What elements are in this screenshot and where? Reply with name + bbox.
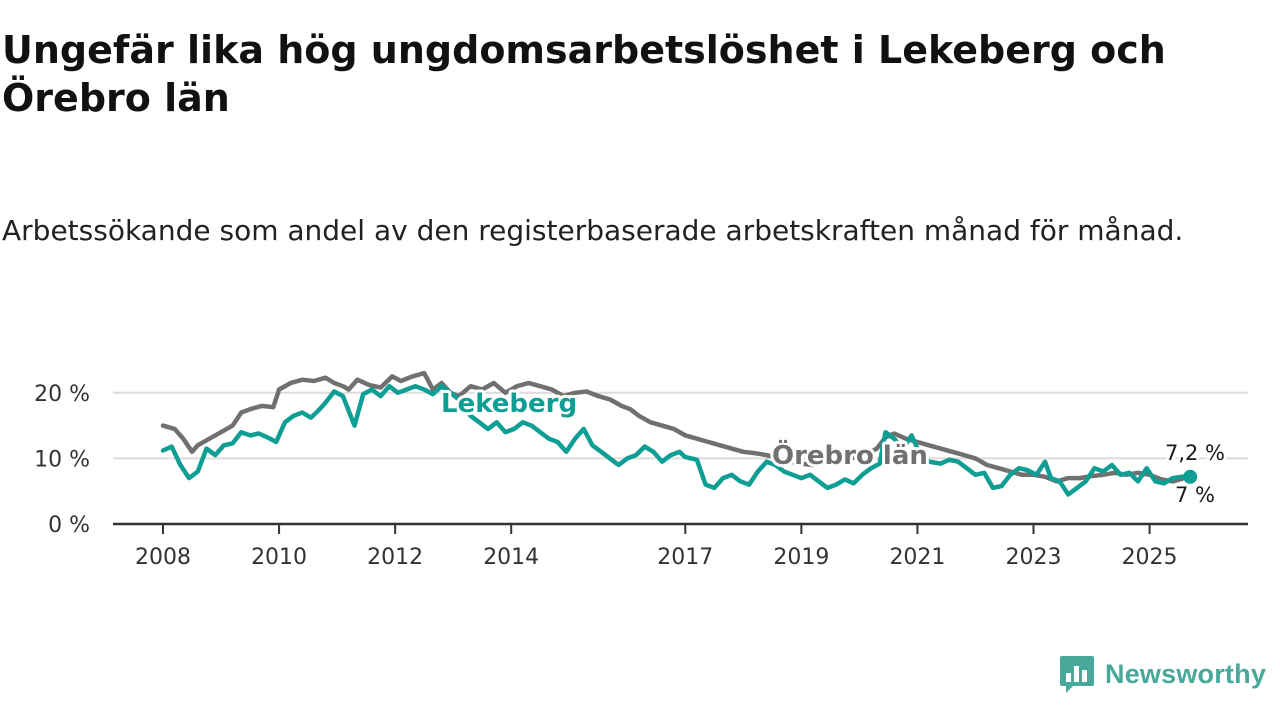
series-line-lekeberg [160, 383, 1193, 497]
x-tick-label: 2014 [483, 545, 539, 570]
x-tick-label: 2017 [657, 545, 713, 570]
series-lines [160, 370, 1198, 497]
y-tick-label: 0 % [48, 513, 90, 538]
x-tick-label: 2010 [251, 545, 307, 570]
grid-lines [113, 391, 1248, 460]
bar-chart-chat-icon [1060, 656, 1094, 693]
end-point-lekeberg [1183, 469, 1198, 484]
x-tick-label: 2008 [135, 545, 191, 570]
x-tick-label: 2019 [773, 545, 829, 570]
x-tick-label: 2023 [1006, 545, 1062, 570]
y-tick-label: 20 % [34, 382, 90, 407]
y-tick-label: 10 % [34, 447, 90, 472]
x-tick-label: 2012 [367, 545, 423, 570]
end-label-orebro-lan: 7 % [1175, 483, 1215, 507]
x-tick-label: 2025 [1122, 545, 1178, 570]
chart-title: Ungefär lika hög ungdomsarbetslöshet i L… [2, 28, 1166, 120]
series-line-orebro-lan [160, 370, 1187, 484]
series-label-lekeberg: Lekeberg [441, 389, 577, 419]
series-label-orebro-lan: Örebro län [772, 438, 928, 471]
x-tick-label: 2021 [889, 545, 945, 570]
series-labels: Örebro län Lekeberg 7,2 % 7 % [438, 386, 1228, 510]
end-label-lekeberg: 7,2 % [1165, 441, 1225, 465]
brand-logo[interactable]: Newsworthy [1059, 654, 1266, 694]
brand-name: Newsworthy [1105, 658, 1267, 689]
chart-subtitle: Arbetssökande som andel av den registerb… [2, 214, 1184, 247]
axes: 0 % 10 % 20 % 2008 2010 2012 2014 2017 2019 2021 2… [34, 382, 1248, 570]
